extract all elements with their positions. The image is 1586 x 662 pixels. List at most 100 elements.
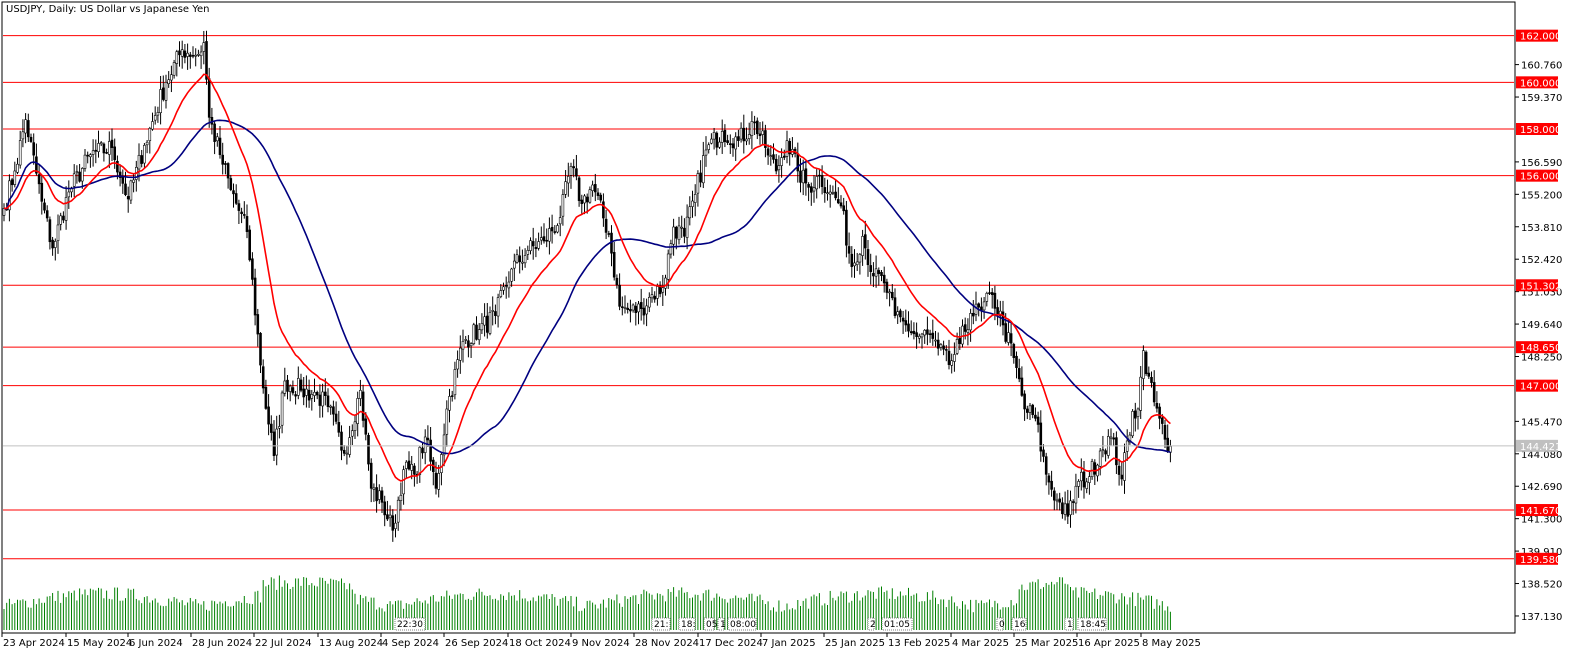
candle-body: [548, 228, 551, 242]
candle-body: [97, 143, 100, 152]
candle-body: [272, 431, 276, 456]
candle-body: [1031, 404, 1034, 415]
session-tag-label: 21:: [654, 620, 668, 630]
candle-body: [148, 128, 152, 142]
candle-body: [626, 307, 630, 310]
candle-body: [812, 187, 816, 192]
candle-body: [674, 226, 678, 239]
price-tick-label: 141.300: [1521, 515, 1562, 526]
candle-body: [108, 141, 111, 155]
candle-body: [753, 121, 756, 124]
candle-body: [826, 192, 829, 194]
level-price-badge: [1516, 341, 1558, 354]
candle-body: [553, 231, 557, 233]
candle-body: [283, 380, 287, 394]
candle-body: [1055, 499, 1059, 502]
candle-body: [356, 398, 360, 424]
candle-body: [205, 41, 208, 80]
session-tag-label: 16: [1014, 620, 1026, 630]
candle-body: [807, 184, 810, 188]
candle-body: [853, 262, 856, 267]
candle-body: [180, 49, 184, 57]
level-price-label: 147.000: [1520, 382, 1561, 393]
candle-body: [634, 305, 638, 314]
candle-body: [256, 314, 260, 335]
candle-body: [359, 390, 362, 399]
candle-body: [777, 165, 781, 171]
candle-body: [1117, 465, 1121, 475]
candle-body: [715, 132, 719, 148]
candle-body: [124, 183, 127, 196]
candle-body: [588, 189, 592, 203]
session-tag-box: [1064, 617, 1074, 631]
time-tick-label: 26 Sep 2024: [445, 638, 508, 649]
candle-body: [64, 197, 68, 221]
candle-body: [1034, 414, 1037, 419]
candle-body: [531, 241, 535, 247]
candle-body: [583, 195, 586, 204]
candle-body: [577, 177, 581, 201]
candle-body: [831, 192, 835, 194]
candle-body: [901, 317, 905, 322]
candle-body: [796, 153, 800, 172]
candle-body: [162, 87, 165, 100]
candle-body: [67, 191, 71, 198]
candle-body: [720, 131, 724, 143]
candle-body: [488, 311, 492, 334]
candle-body: [313, 391, 316, 396]
candle-body: [113, 146, 116, 161]
candle-body: [294, 394, 297, 397]
candle-body: [410, 464, 414, 471]
price-tick-label: 148.250: [1521, 353, 1562, 364]
candle-body: [639, 302, 643, 309]
candle-body: [53, 241, 57, 248]
candle-body: [728, 143, 732, 146]
candle-body: [326, 395, 330, 407]
candle-body: [199, 51, 203, 57]
candle-body: [650, 294, 654, 299]
level-price-label: 141.670: [1520, 506, 1561, 517]
candle-body: [888, 291, 891, 294]
candle-body: [62, 215, 65, 221]
candle-body: [1142, 350, 1145, 379]
candle-body: [885, 281, 889, 293]
candle-body: [612, 252, 616, 278]
candle-body: [1080, 471, 1083, 482]
candle-body: [602, 201, 605, 219]
candle-body: [723, 129, 727, 143]
candle-body: [504, 284, 508, 287]
candle-body: [1098, 450, 1102, 467]
candle-body: [953, 354, 956, 362]
candle-body: [1134, 410, 1137, 419]
session-tag-box: [881, 617, 913, 631]
candle-body: [1085, 481, 1088, 489]
candle-body: [1026, 408, 1029, 413]
level-price-badge: [1516, 552, 1558, 565]
candle-body: [302, 388, 306, 398]
candle-body: [966, 329, 970, 333]
candle-body: [772, 154, 775, 160]
candle-body: [202, 42, 206, 52]
candle-body: [718, 141, 721, 148]
candle-body: [693, 194, 697, 203]
candle-body: [591, 184, 594, 191]
candle-body: [1166, 437, 1169, 451]
candle-body: [804, 168, 808, 184]
level-price-label: 139.580: [1520, 555, 1561, 566]
time-tick-label: 8 May 2025: [1142, 638, 1201, 649]
price-tick-label: 151.030: [1521, 288, 1562, 299]
candle-body: [197, 54, 200, 56]
candle-body: [874, 268, 878, 277]
candle-body: [755, 120, 759, 135]
candle-body: [926, 329, 929, 335]
candle-body: [1155, 402, 1159, 409]
candle-body: [232, 190, 235, 195]
candle-body: [137, 154, 141, 170]
price-tick-label: 138.520: [1521, 580, 1562, 591]
candle-body: [982, 301, 986, 311]
candle-body: [780, 157, 783, 166]
candle-body: [637, 303, 640, 313]
candle-body: [83, 154, 87, 169]
candle-body: [386, 514, 389, 520]
